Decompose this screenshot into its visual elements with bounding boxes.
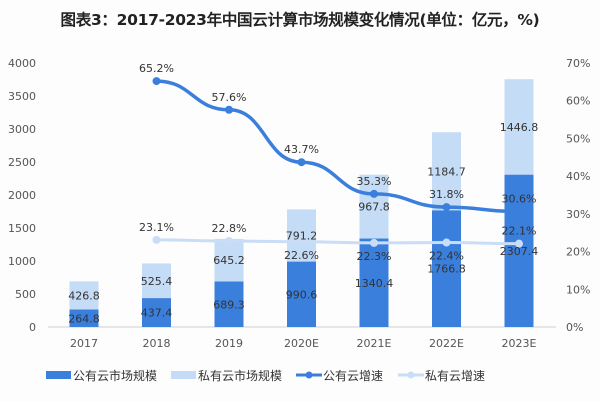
x-axis-tick: 2023E — [502, 337, 537, 350]
left-axis-tick: 2000 — [8, 189, 36, 202]
bar-public-cloud — [69, 309, 99, 327]
right-axis-tick: 60% — [566, 95, 590, 108]
private-growth-point — [225, 237, 233, 246]
x-axis-tick: 2018 — [143, 337, 171, 350]
bar-private-cloud — [69, 281, 99, 310]
bar-public-cloud — [214, 281, 244, 327]
bar-private-cloud — [214, 238, 244, 282]
private-growth-label: 22.1% — [502, 225, 537, 238]
public-growth-point — [225, 105, 233, 114]
private-cloud-value-label: 645.2 — [213, 254, 245, 267]
public-growth-label: 65.2% — [139, 62, 174, 75]
bar-public-cloud — [142, 298, 171, 327]
public-growth-point — [442, 203, 451, 212]
left-axis-tick: 4000 — [8, 57, 36, 70]
legend-public-growth-label: 公有云增速 — [323, 369, 383, 383]
private-growth-point — [442, 238, 451, 247]
private-cloud-value-label: 426.8 — [68, 289, 100, 302]
right-axis-tick: 70% — [566, 57, 590, 70]
left-axis-tick: 0 — [29, 321, 36, 334]
legend-public-cloud-label: 公有云市场规模 — [73, 368, 157, 383]
private-growth-label: 22.4% — [429, 250, 464, 263]
private-cloud-value-label: 967.8 — [358, 201, 390, 214]
private-growth-point — [297, 237, 306, 246]
public-growth-label: 35.3% — [357, 175, 392, 188]
left-axis-tick: 1000 — [8, 255, 36, 268]
public-growth-label: 30.6% — [502, 193, 537, 206]
left-axis-tick: 1500 — [8, 222, 36, 235]
left-axis-tick: 500 — [15, 288, 36, 301]
right-axis-tick: 20% — [566, 246, 590, 259]
public-growth-point — [297, 158, 306, 167]
x-axis-tick: 2021E — [357, 337, 392, 350]
x-axis-tick: 2020E — [284, 337, 319, 350]
private-cloud-value-label: 1446.8 — [500, 121, 539, 134]
right-axis-tick: 50% — [566, 132, 590, 145]
private-growth-point — [152, 235, 161, 244]
x-axis-tick: 2022E — [429, 337, 464, 350]
chart-title: 图表3：2017-2023年中国云计算市场规模变化情况(单位：亿元，%) — [60, 11, 540, 29]
public-cloud-value-label: 2307.4 — [500, 245, 539, 258]
public-growth-label: 43.7% — [284, 143, 319, 156]
private-growth-label: 22.6% — [284, 249, 319, 262]
private-cloud-value-label: 1184.7 — [427, 165, 466, 178]
private-cloud-value-label: 525.4 — [141, 275, 173, 288]
private-growth-label: 23.1% — [139, 221, 174, 234]
right-axis-tick: 0% — [566, 321, 583, 334]
legend-private-cloud-swatch — [171, 371, 196, 379]
x-axis-tick: 2017 — [70, 337, 98, 350]
public-growth-point — [152, 77, 161, 86]
bar-private-cloud — [504, 79, 534, 175]
left-axis-tick: 3500 — [8, 90, 36, 103]
public-growth-point — [370, 189, 378, 198]
public-cloud-value-label: 1766.8 — [427, 263, 466, 276]
public-growth-label: 31.8% — [429, 188, 464, 201]
public-cloud-value-label: 264.8 — [68, 312, 100, 325]
right-axis-tick: 40% — [566, 170, 590, 183]
private-cloud-value-label: 791.2 — [286, 230, 318, 243]
left-axis-tick: 3000 — [8, 123, 36, 136]
private-growth-line — [156, 238, 520, 246]
legend-private-growth-marker — [407, 371, 415, 379]
public-cloud-value-label: 437.4 — [141, 307, 173, 320]
legend-private-cloud-label: 私有云市场规模 — [198, 368, 282, 383]
legend-public-growth-marker — [305, 371, 313, 379]
legend-public-cloud-swatch — [46, 371, 71, 379]
public-growth-label: 57.6% — [212, 91, 247, 104]
legend-private-growth-label: 私有云增速 — [425, 369, 485, 383]
private-growth-point — [515, 239, 523, 248]
bar-public-cloud — [359, 238, 389, 327]
right-axis-tick: 30% — [566, 208, 590, 221]
bar-public-cloud — [504, 174, 534, 327]
bar-public-cloud — [432, 210, 461, 327]
bar-private-cloud — [287, 209, 316, 262]
public-cloud-value-label: 1340.4 — [355, 277, 394, 290]
private-growth-label: 22.3% — [357, 250, 392, 263]
private-growth-point — [370, 238, 378, 247]
bar-private-cloud — [142, 263, 171, 299]
right-axis-tick: 10% — [566, 283, 590, 296]
left-axis-tick: 2500 — [8, 156, 36, 169]
public-cloud-value-label: 689.3 — [213, 298, 245, 311]
bar-public-cloud — [287, 261, 316, 327]
x-axis-tick: 2019 — [215, 337, 243, 350]
private-growth-label: 22.8% — [212, 222, 247, 235]
public-cloud-value-label: 990.6 — [286, 288, 318, 301]
bar-private-cloud — [432, 132, 461, 211]
bar-private-cloud — [359, 174, 389, 239]
public-growth-point — [515, 207, 523, 216]
